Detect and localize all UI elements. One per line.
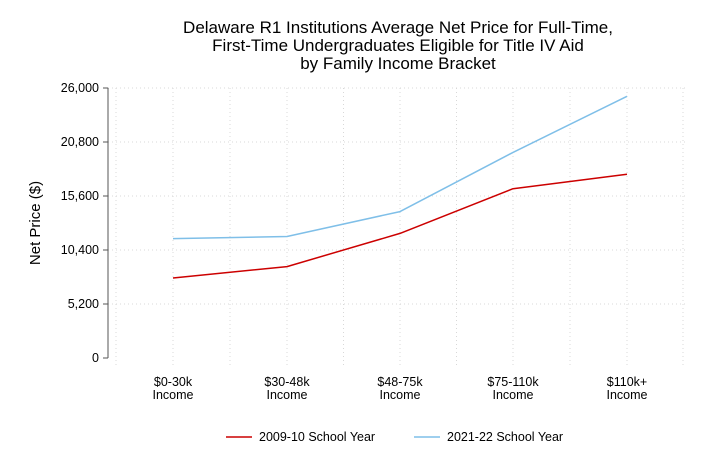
y-tick-label: 0 xyxy=(92,351,99,365)
x-tick-label: Income xyxy=(153,388,194,402)
x-tick-label: $0-30k xyxy=(154,375,193,389)
x-tick-label: $30-48k xyxy=(264,375,310,389)
x-tick-label: Income xyxy=(267,388,308,402)
series-lines xyxy=(172,95,628,279)
y-tick-label: 5,200 xyxy=(68,297,99,311)
legend: 2009-10 School Year 2021-22 School Year xyxy=(226,430,563,444)
legend-label: 2021-22 School Year xyxy=(447,430,563,444)
chart-title: Delaware R1 Institutions Average Net Pri… xyxy=(183,18,613,73)
chart-title-line: First-Time Undergraduates Eligible for T… xyxy=(212,36,584,55)
y-axis-label: Net Price ($) xyxy=(27,181,44,265)
y-tick-label: 15,600 xyxy=(61,189,99,203)
axes: 0 5,200 10,400 15,600 20,800 26,000 Net Price … xyxy=(27,81,648,402)
series-line-1 xyxy=(172,173,628,279)
y-tick-label: 10,400 xyxy=(61,243,99,257)
x-tick-label: Income xyxy=(493,388,534,402)
grid-lines xyxy=(108,87,686,368)
y-tick-label: 26,000 xyxy=(61,81,99,95)
x-tick-label: $75-110k xyxy=(487,375,539,389)
chart-title-line: by Family Income Bracket xyxy=(300,54,496,73)
legend-label: 2009-10 School Year xyxy=(259,430,375,444)
x-tick-label: $48-75k xyxy=(377,375,423,389)
x-tick-label: $110k+ xyxy=(607,375,647,389)
x-tick-label: Income xyxy=(607,388,648,402)
series-line-2 xyxy=(172,95,628,240)
x-tick-label: Income xyxy=(380,388,421,402)
chart-title-line: Delaware R1 Institutions Average Net Pri… xyxy=(183,18,613,37)
y-tick-label: 20,800 xyxy=(61,135,99,149)
